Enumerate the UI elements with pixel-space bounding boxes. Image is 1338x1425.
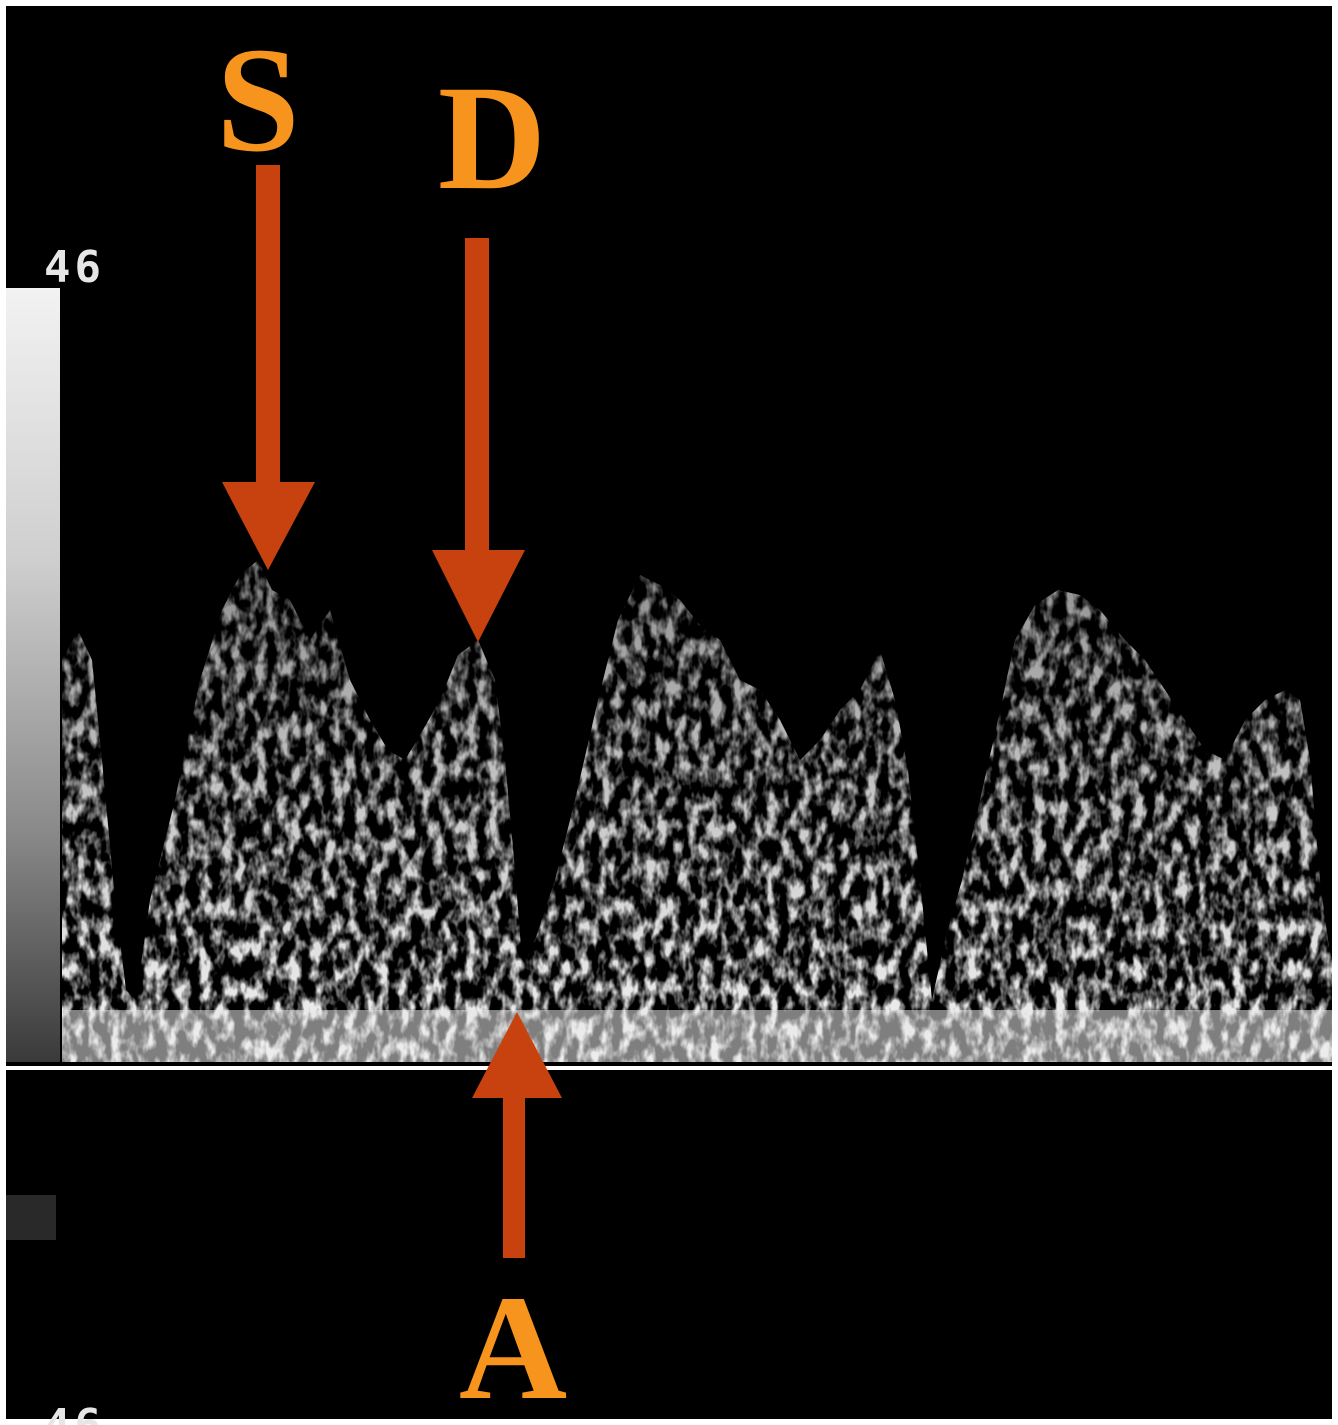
a-arrow: [472, 1012, 562, 1258]
scale-bottom-label: 46: [44, 1400, 105, 1425]
d-arrow: [432, 238, 525, 642]
s-arrow: [222, 165, 315, 570]
grayscale-bar-bottom: [6, 1195, 56, 1240]
baseline: [6, 1066, 1332, 1070]
spectrum-floor: [62, 1010, 1332, 1062]
scale-top-label: 46: [44, 242, 105, 293]
a-wave-label: A: [459, 1265, 567, 1425]
d-wave-label: D: [438, 55, 546, 221]
grayscale-bar: [6, 288, 60, 1062]
s-wave-label: S: [216, 17, 299, 183]
doppler-spectrum: [62, 560, 1332, 1062]
